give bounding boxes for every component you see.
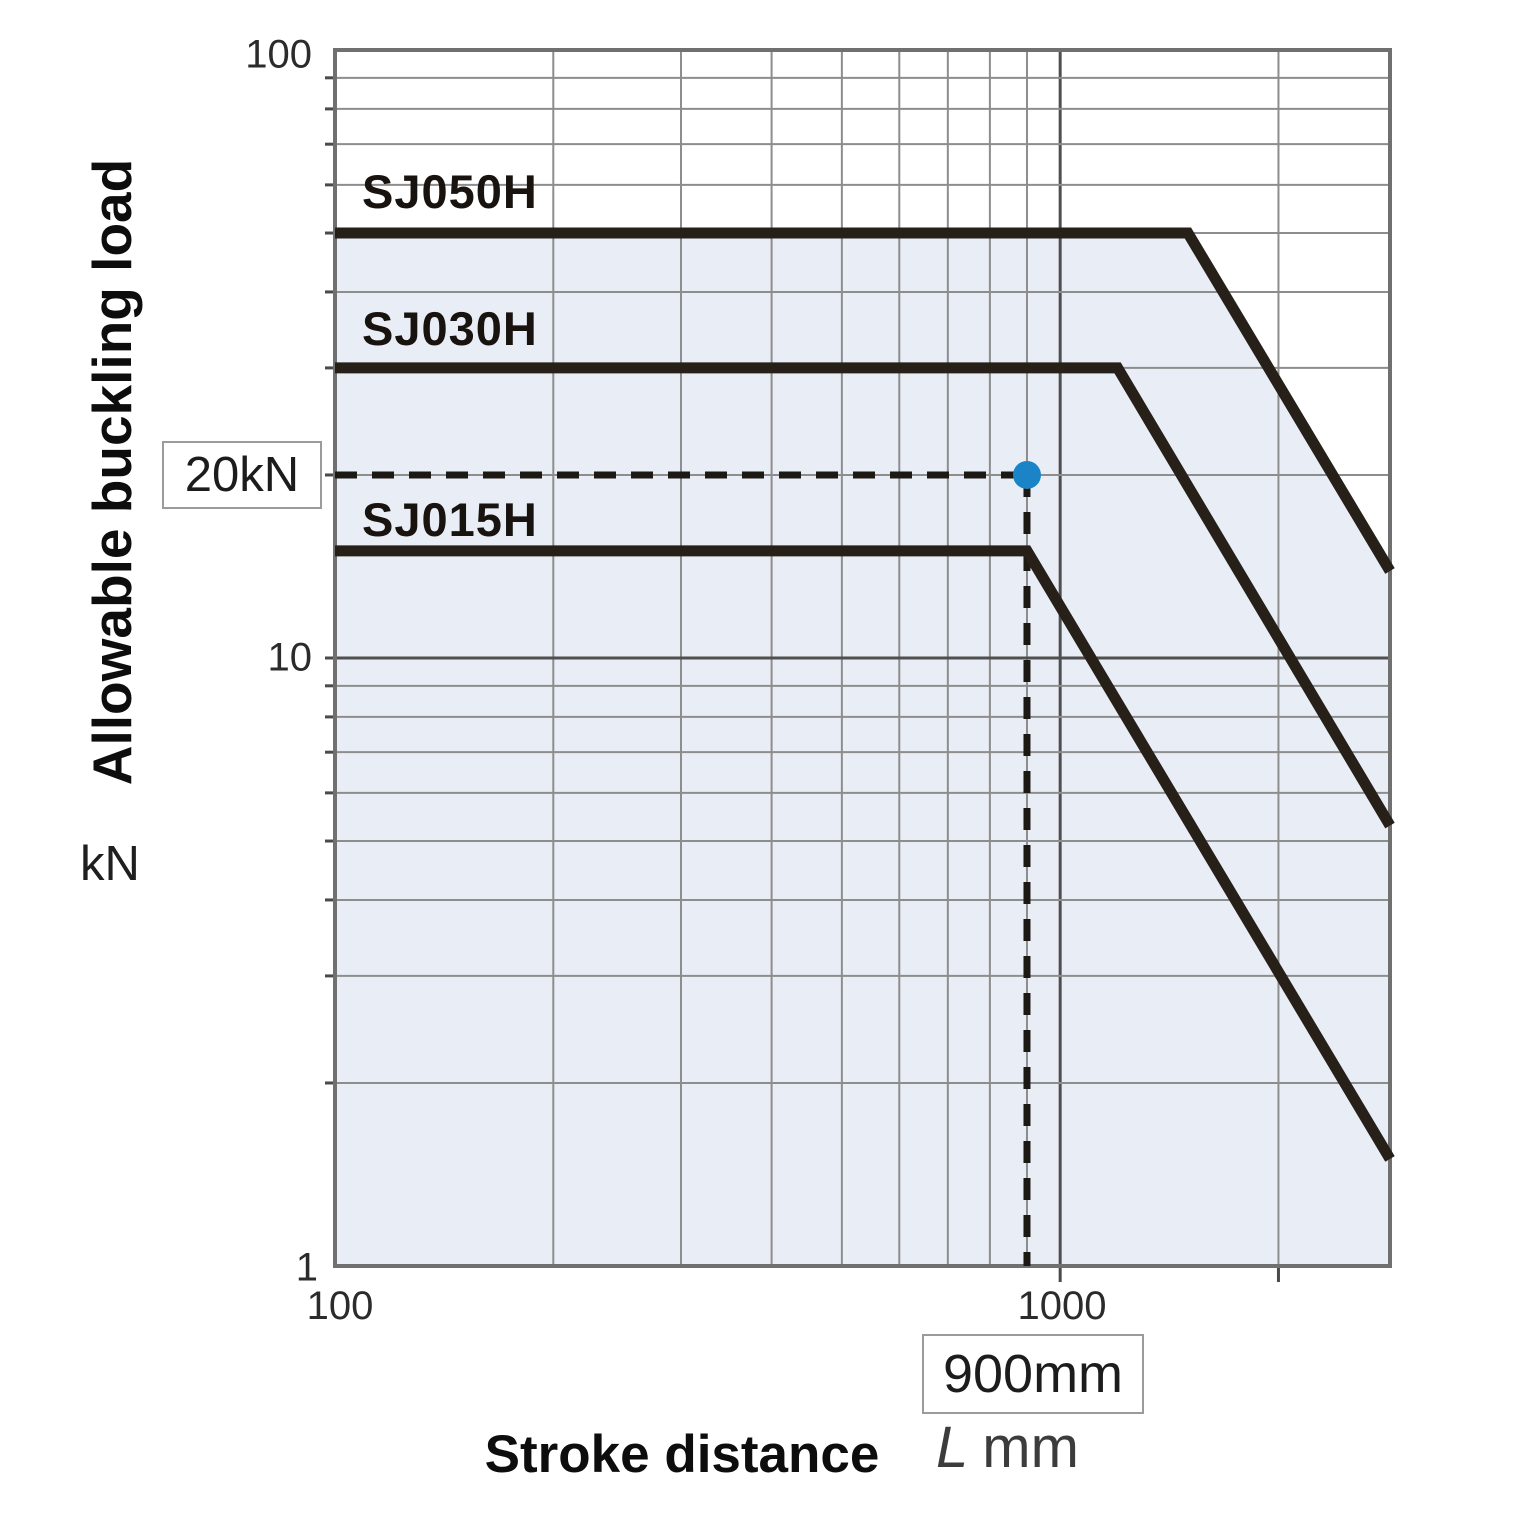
series-line-SJ050H (335, 227, 1395, 574)
stroke-annotation-box: 900mm (922, 1334, 1144, 1414)
series-label-sj030h: SJ030H (362, 302, 538, 355)
shaded-region (335, 233, 1390, 1266)
selection-point (1012, 460, 1041, 489)
x-tick-100: 100 (306, 1284, 374, 1328)
load-annotation-label: 20kN (184, 448, 300, 502)
gridlines (335, 50, 1390, 1266)
series-line-SJ030H (335, 362, 1395, 829)
x-tick-1000: 1000 (1017, 1284, 1107, 1328)
y-axis-unit: kN (80, 837, 140, 891)
y-axis-title: Allowable buckling load (81, 158, 143, 786)
y-tick-100: 100 (245, 32, 312, 77)
series-label-sj015h: SJ015H (362, 493, 538, 546)
series-label-sj050h: SJ050H (362, 165, 538, 218)
plot-frame (333, 48, 1392, 1268)
x-axis-unit-variable: L (936, 1415, 969, 1480)
load-annotation-box: 20kN (162, 441, 322, 509)
y-tick-10: 10 (267, 635, 313, 680)
x-axis-title: Stroke distance (484, 1425, 880, 1484)
y-tick-1: 1 (295, 1245, 318, 1290)
x-axis-unit-mm: mm (982, 1415, 1079, 1480)
stroke-annotation-label: 900mm (942, 1344, 1124, 1404)
series-line-SJ015H (335, 545, 1395, 1162)
